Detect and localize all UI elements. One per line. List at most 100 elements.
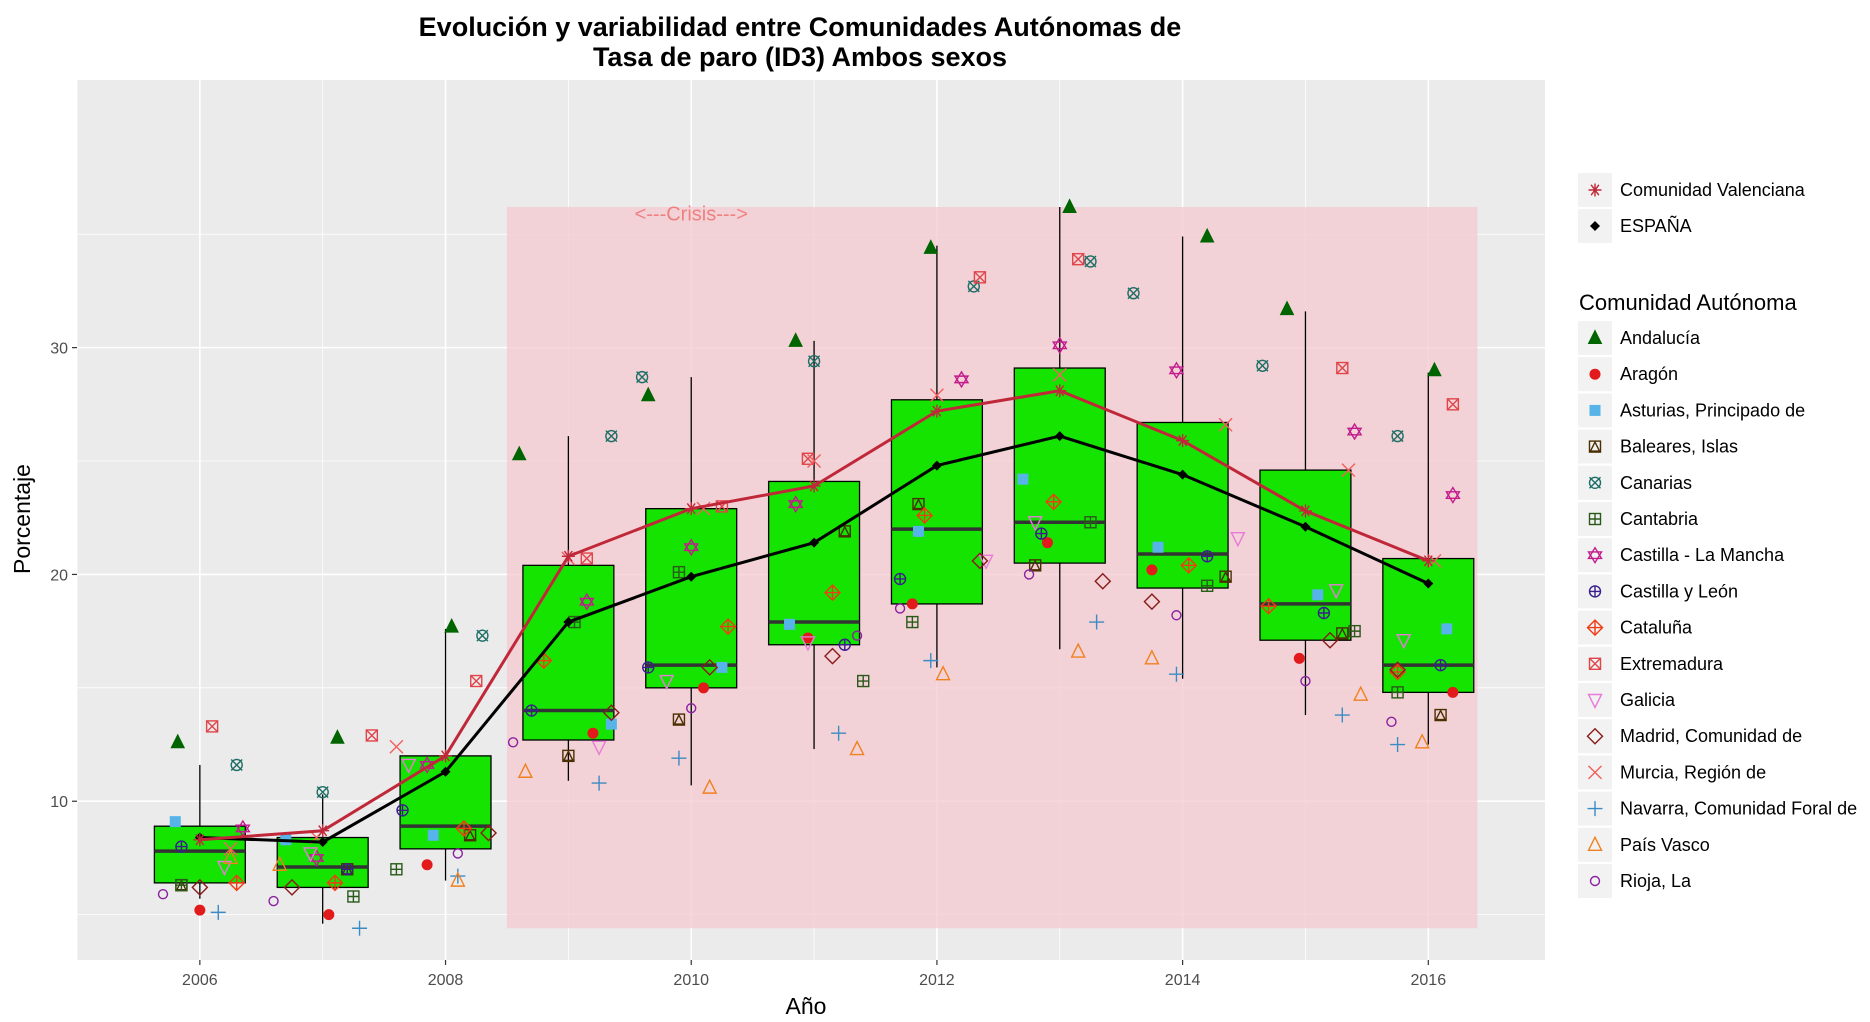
data-point <box>1218 417 1233 432</box>
line-point <box>1054 431 1065 442</box>
legend-label: Castilla y León <box>1620 581 1738 601</box>
data-point <box>1317 606 1331 620</box>
x-tick-label: 2014 <box>1165 972 1201 989</box>
line-point <box>1300 521 1311 532</box>
data-point <box>1348 624 1361 638</box>
data-point <box>1152 541 1164 553</box>
data-point <box>389 739 404 754</box>
legend-label: Baleares, Islas <box>1620 437 1738 457</box>
data-point <box>1070 642 1086 658</box>
data-point <box>476 629 489 642</box>
data-point <box>562 749 575 763</box>
data-point <box>1300 675 1311 687</box>
data-point <box>807 454 822 469</box>
boxplot-2012 <box>890 245 984 668</box>
data-point <box>787 495 804 513</box>
data-point <box>838 638 851 651</box>
data-point <box>923 239 939 254</box>
data-point <box>1045 493 1063 511</box>
line-point <box>809 537 820 548</box>
data-point <box>1441 623 1453 635</box>
data-point <box>511 445 527 461</box>
legend-marker <box>1588 765 1602 780</box>
legend-item-region: Navarra, Comunidad Foral de <box>1578 791 1857 826</box>
legend-label: Castilla - La Mancha <box>1620 545 1785 565</box>
legend-marker <box>1589 368 1601 380</box>
data-point <box>1328 584 1344 600</box>
data-point <box>1445 486 1461 504</box>
data-point <box>1396 634 1412 650</box>
data-point <box>1062 198 1077 214</box>
legend-marker <box>1587 835 1603 851</box>
legend-marker <box>1589 404 1601 416</box>
data-point <box>222 848 239 865</box>
data-point <box>450 868 466 884</box>
data-point <box>268 895 279 907</box>
line-comunidad-valenciana <box>193 384 1435 847</box>
data-point <box>330 729 345 744</box>
data-point <box>1386 716 1397 728</box>
data-point <box>272 855 288 871</box>
series-asturias-principado-de <box>169 473 1453 846</box>
legend-key <box>1578 683 1612 717</box>
legend-title: Comunidad Autónoma <box>1579 290 1797 315</box>
x-tick-label: 2008 <box>428 972 464 989</box>
data-point <box>831 725 847 741</box>
data-point <box>1052 367 1067 382</box>
legend-label: Murcia, Región de <box>1620 762 1766 782</box>
data-point <box>605 429 618 443</box>
data-point <box>672 713 686 726</box>
legend-label: Galicia <box>1620 690 1676 710</box>
line-point <box>561 549 575 563</box>
data-point <box>851 630 863 641</box>
line-point <box>930 404 944 418</box>
legend-key <box>1578 827 1612 862</box>
box <box>1259 469 1352 641</box>
data-point <box>169 816 181 828</box>
data-point <box>1391 429 1404 443</box>
crisis-label: <---Crisis---> <box>635 204 748 226</box>
data-point <box>450 871 466 887</box>
data-point <box>719 618 737 636</box>
x-tick-label: 2016 <box>1411 972 1447 989</box>
data-point <box>1256 359 1269 372</box>
data-point <box>1035 527 1048 540</box>
series-andaluc-a <box>170 198 1442 749</box>
legend-key <box>1578 538 1612 573</box>
data-point <box>230 758 243 772</box>
data-point <box>929 388 944 403</box>
legend-label: Canarias <box>1620 473 1692 493</box>
data-point <box>341 863 354 876</box>
data-point <box>1293 652 1305 664</box>
legend-label: Rioja, La <box>1620 871 1692 891</box>
line-point <box>1177 469 1188 480</box>
data-point <box>1336 361 1349 375</box>
data-point <box>1017 473 1029 485</box>
series-galicia <box>216 516 1412 877</box>
box <box>1136 421 1229 589</box>
series-rioja-la <box>157 569 1397 907</box>
legend-marker <box>1586 727 1604 745</box>
legend-item-region: Madrid, Comunidad de <box>1578 719 1802 754</box>
legend-marker <box>1588 183 1602 197</box>
data-point <box>1279 300 1295 316</box>
data-point <box>205 720 219 733</box>
legend-item-line: ESPAÑA <box>1578 209 1692 243</box>
data-point <box>1346 422 1363 441</box>
boxplot-2009 <box>522 436 615 781</box>
data-point <box>784 618 796 630</box>
data-point <box>659 674 675 691</box>
y-axis-title: Porcentaje <box>9 464 35 574</box>
data-point <box>802 632 814 644</box>
legend-item-region: Murcia, Región de <box>1578 755 1766 790</box>
data-point <box>1023 569 1035 580</box>
data-point <box>396 804 409 817</box>
legend-item-region: Cataluña <box>1578 610 1693 645</box>
data-point <box>452 848 464 859</box>
line-point <box>684 502 698 516</box>
legend-key <box>1578 429 1612 464</box>
line-point <box>317 837 328 848</box>
legend-label: Comunidad Valenciana <box>1620 180 1806 200</box>
data-point <box>824 584 841 602</box>
chart-title-line2: Tasa de paro (ID3) Ambos sexos <box>593 42 1007 72</box>
